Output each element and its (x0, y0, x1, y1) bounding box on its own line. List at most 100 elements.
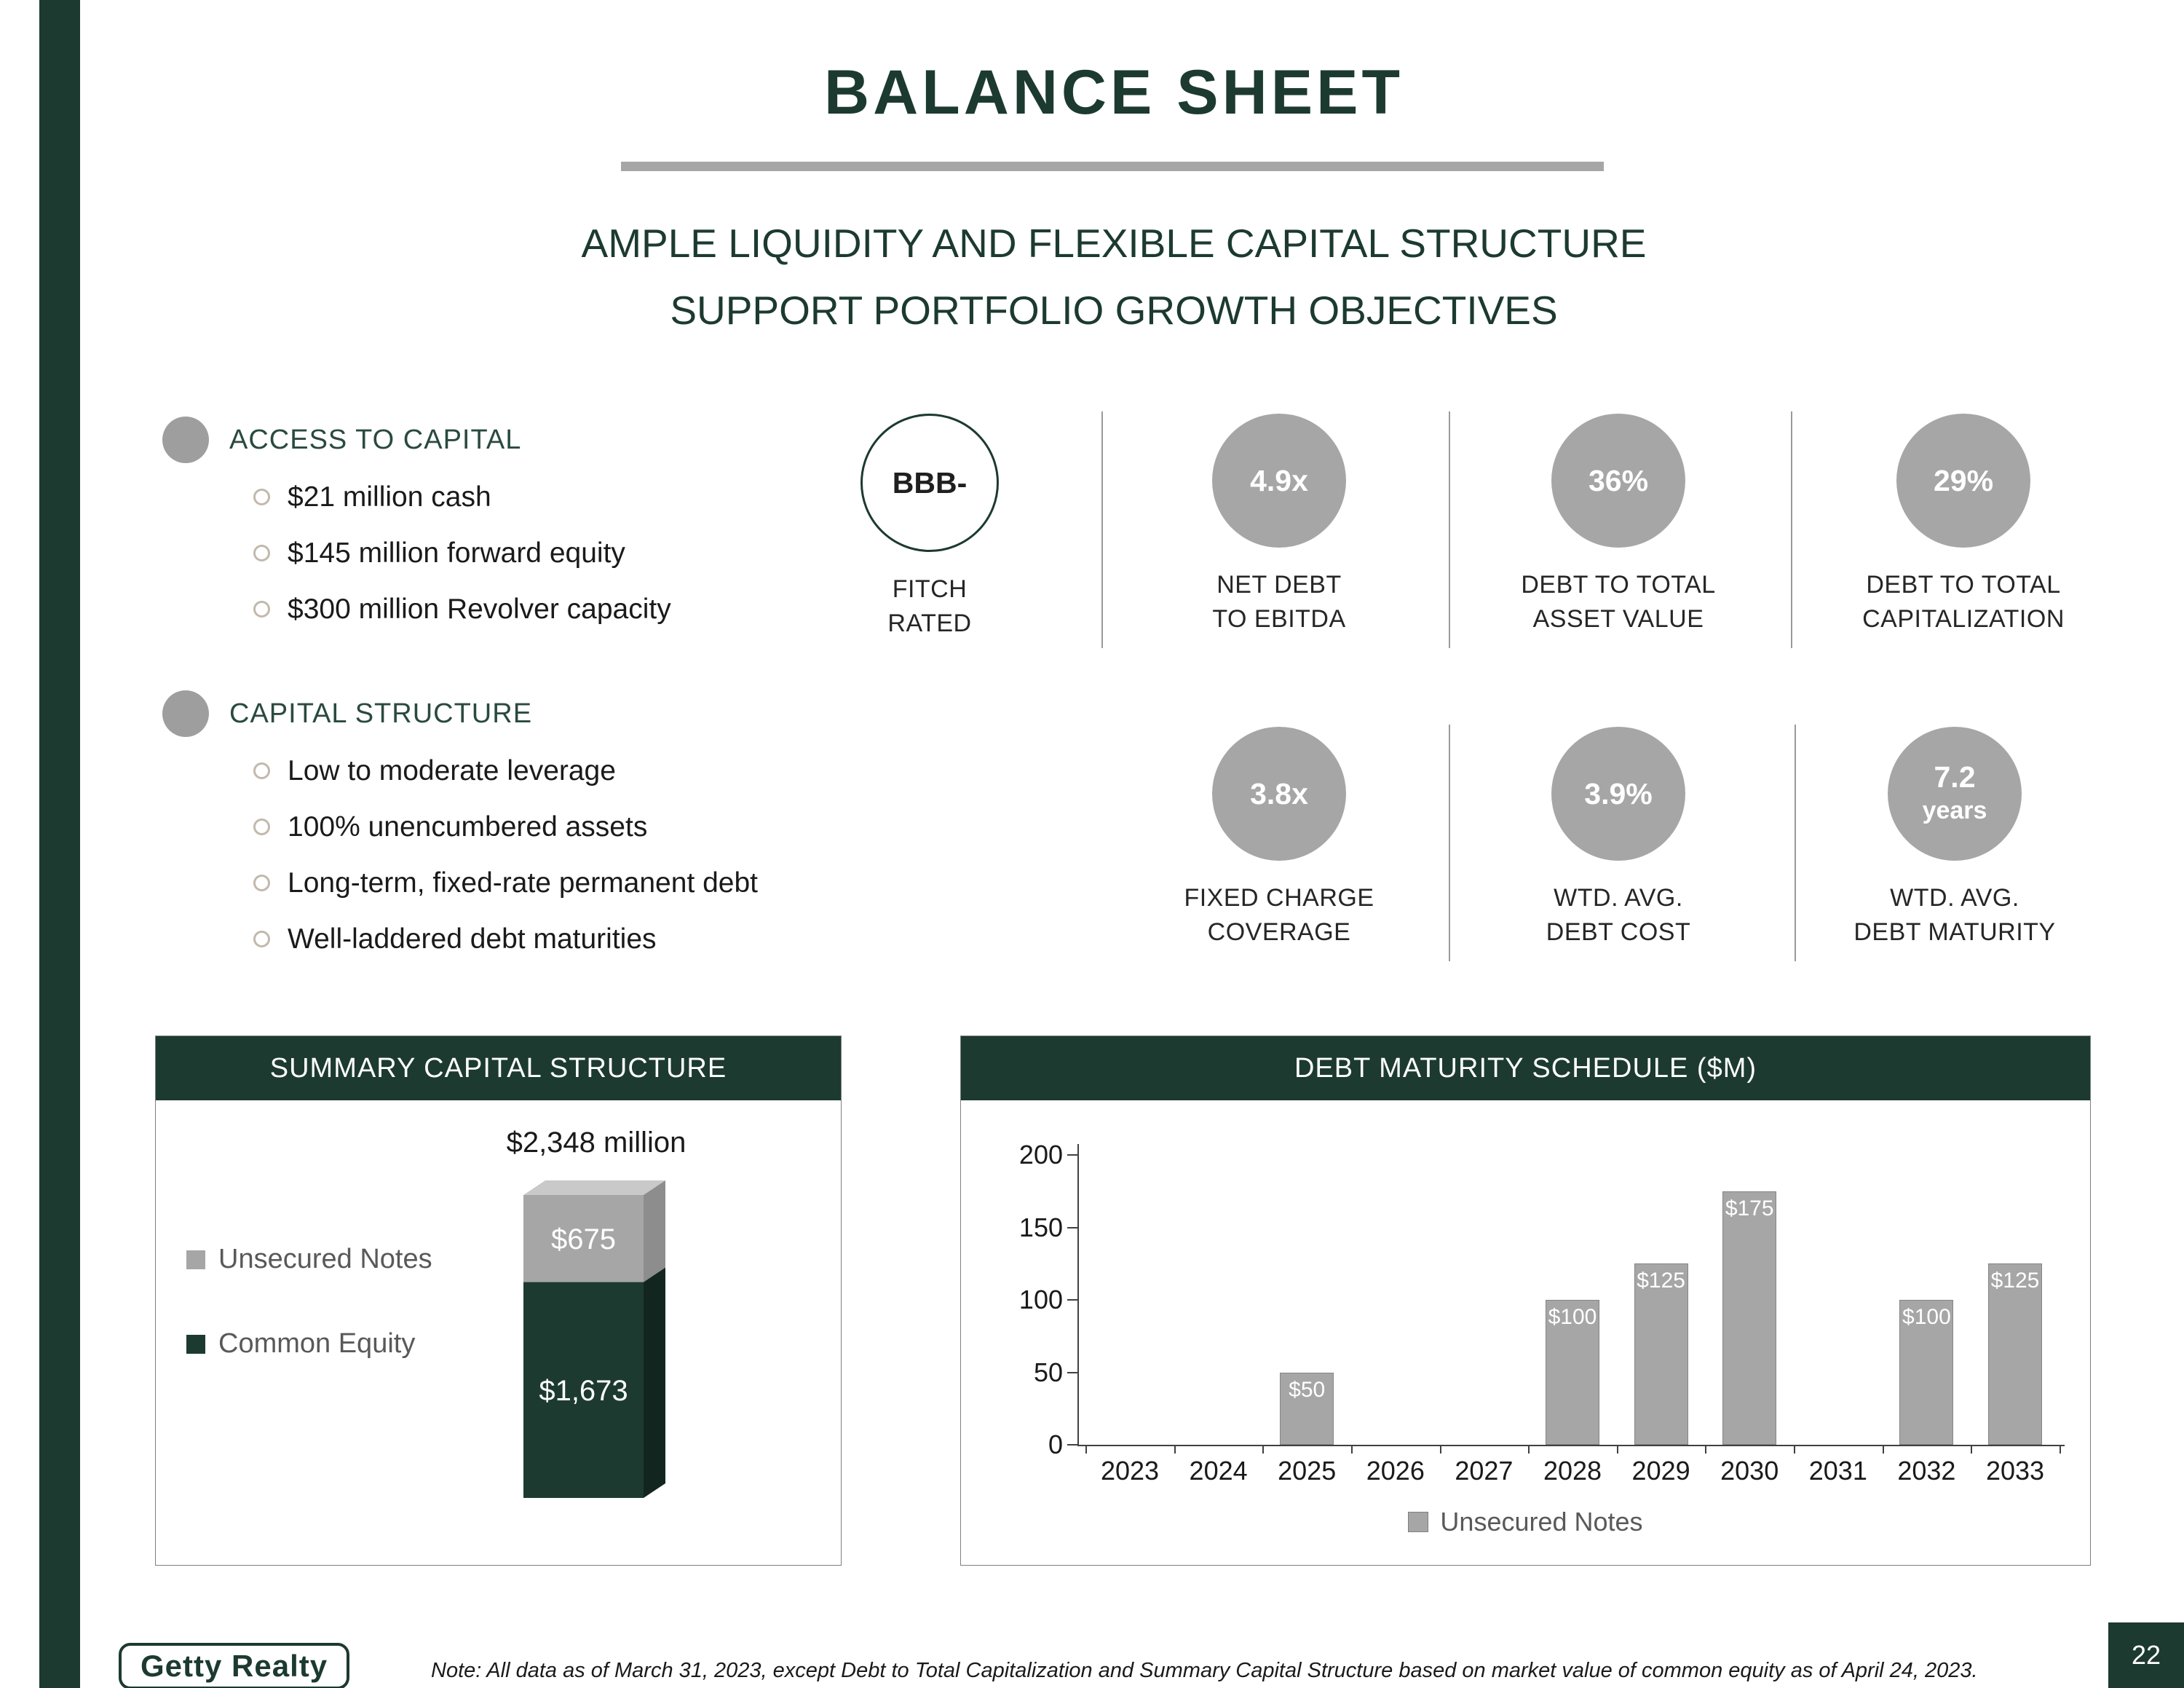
x-tick-mark (1085, 1446, 1088, 1454)
x-tick-label-2031: 2031 (1808, 1456, 1867, 1486)
x-tick-mark (1262, 1446, 1265, 1454)
maturity-bar-2029: $125 (1634, 1263, 1688, 1445)
maturity-legend: Unsecured Notes (961, 1507, 2090, 1537)
x-tick-label-2025: 2025 (1278, 1456, 1337, 1486)
x-tick-mark (1882, 1446, 1884, 1454)
bullet-item: Low to moderate leverage (253, 743, 758, 799)
bullet-text: Low to moderate leverage (288, 754, 616, 786)
svg-text:$1,673: $1,673 (539, 1375, 628, 1407)
bullet-text: $300 million Revolver capacity (288, 593, 671, 625)
circle-bullet-icon (253, 931, 270, 947)
x-tick-label-2033: 2033 (1985, 1456, 2045, 1486)
circle-bullet-icon (253, 819, 270, 835)
metric-divider (1101, 411, 1103, 648)
metric-debt-to-asset-value: 36% DEBT TO TOTAL ASSET VALUE (1487, 414, 1749, 636)
x-tick-mark (1794, 1446, 1795, 1454)
metric-circle: 29% (1896, 414, 2030, 548)
x-tick-mark (2059, 1446, 2061, 1454)
summary-total-label: $2,348 million (506, 1127, 687, 1159)
metric-label: DEBT TO TOTAL CAPITALIZATION (1862, 571, 2065, 633)
legend-swatch-green (186, 1334, 205, 1354)
bullet-item: Long-term, fixed-rate permanent debt (253, 855, 758, 911)
slide-title: BALANCE SHEET (823, 58, 1404, 127)
y-tick-label-150: 150 (1018, 1212, 1063, 1242)
metric-value: BBB- (892, 466, 968, 500)
x-tick-mark (1528, 1446, 1530, 1454)
metric-divider (1791, 411, 1792, 648)
y-tick-mark (1067, 1226, 1077, 1228)
x-tick-mark (1971, 1446, 1973, 1454)
metric-label: FITCH RATED (887, 575, 972, 637)
section-heading: ACCESS TO CAPITAL (229, 424, 522, 455)
y-tick-mark (1067, 1154, 1077, 1156)
x-tick-label-2030: 2030 (1720, 1456, 1779, 1486)
x-tick-label-2029: 2029 (1631, 1456, 1690, 1486)
x-tick-label-2032: 2032 (1897, 1456, 1956, 1486)
metric-value: 3.9% (1584, 777, 1653, 811)
section-bullet-icon (162, 690, 209, 737)
metric-wtd-avg-debt-maturity: 7.2 years WTD. AVG. DEBT MATURITY (1824, 727, 2086, 950)
y-tick-label-100: 100 (1018, 1285, 1063, 1314)
x-tick-label-2027: 2027 (1455, 1456, 1514, 1486)
bullet-text: Long-term, fixed-rate permanent debt (288, 867, 759, 899)
title-underline (621, 162, 1604, 171)
section-bullet-icon (162, 417, 209, 463)
legend-common-equity: Common Equity (186, 1328, 415, 1360)
bullet-text: $145 million forward equity (288, 537, 625, 569)
y-tick-mark (1067, 1444, 1077, 1446)
section-items: Low to moderate leverage 100% unencumber… (253, 743, 758, 967)
bullet-text: Well-laddered debt maturities (288, 923, 657, 955)
metric-circle: 3.8x (1212, 727, 1346, 861)
bar-value-label: $50 (1289, 1377, 1326, 1402)
metric-value: 4.9x (1250, 464, 1308, 497)
bullet-item: Well-laddered debt maturities (253, 911, 758, 967)
maturity-bar-2025: $50 (1280, 1372, 1334, 1445)
section-heading: CAPITAL STRUCTURE (229, 698, 533, 729)
maturity-panel-header: DEBT MATURITY SCHEDULE ($M) (961, 1036, 2090, 1100)
svg-text:$675: $675 (551, 1223, 616, 1255)
legend-swatch-gray (1408, 1512, 1429, 1532)
metric-circle: 3.9% (1551, 727, 1685, 861)
metric-divider (1449, 411, 1450, 648)
y-tick-label-0: 0 (1048, 1429, 1063, 1459)
x-tick-label-2028: 2028 (1543, 1456, 1602, 1486)
metric-value: 36% (1588, 464, 1649, 497)
bullet-text: 100% unencumbered assets (288, 811, 648, 843)
section-capital-structure: CAPITAL STRUCTURE Low to moderate levera… (162, 690, 758, 967)
maturity-bar-2033: $125 (1988, 1263, 2042, 1445)
bar-value-label: $175 (1725, 1196, 1774, 1220)
metric-fitch-rating: BBB- FITCH RATED (799, 414, 1061, 641)
metric-label: WTD. AVG. DEBT MATURITY (1853, 884, 2056, 946)
metric-circle: 7.2 years (1888, 727, 2022, 861)
metric-value-unit: years (1922, 797, 1987, 824)
circle-bullet-icon (253, 875, 270, 891)
y-tick-mark (1067, 1299, 1077, 1301)
y-tick-mark (1067, 1371, 1077, 1373)
summary-capital-structure-panel: SUMMARY CAPITAL STRUCTURE $2,348 million… (155, 1036, 842, 1566)
metric-divider (1795, 725, 1796, 961)
bullet-text: $21 million cash (288, 481, 491, 513)
page-number: 22 (2108, 1622, 2184, 1688)
bar-value-label: $125 (1990, 1269, 2040, 1293)
summary-stacked-bar-svg: $675 $1,673 (523, 1180, 665, 1498)
metric-label: DEBT TO TOTAL ASSET VALUE (1521, 571, 1716, 633)
x-tick-label-2024: 2024 (1189, 1456, 1248, 1486)
section-heading-row: CAPITAL STRUCTURE (162, 690, 758, 737)
circle-bullet-icon (253, 762, 270, 779)
summary-panel-header: SUMMARY CAPITAL STRUCTURE (156, 1036, 841, 1100)
y-tick-label-200: 200 (1018, 1140, 1063, 1170)
metric-label: FIXED CHARGE COVERAGE (1184, 884, 1374, 946)
section-heading-row: ACCESS TO CAPITAL (162, 417, 671, 463)
x-tick-mark (1351, 1446, 1353, 1454)
circle-bullet-icon (253, 545, 270, 561)
section-access-to-capital: ACCESS TO CAPITAL $21 million cash $145 … (162, 417, 671, 637)
maturity-bar-2032: $100 (1899, 1300, 1954, 1445)
legend-unsecured-notes: Unsecured Notes (186, 1244, 432, 1275)
footnote: Note: All data as of March 31, 2023, exc… (431, 1659, 1978, 1682)
bullet-item: 100% unencumbered assets (253, 799, 758, 855)
y-axis (1077, 1144, 1079, 1446)
x-tick-label-2023: 2023 (1100, 1456, 1160, 1486)
summary-stacked-bar-chart: $675 $1,673 (156, 1100, 841, 1565)
legend-swatch-gray (186, 1250, 205, 1269)
